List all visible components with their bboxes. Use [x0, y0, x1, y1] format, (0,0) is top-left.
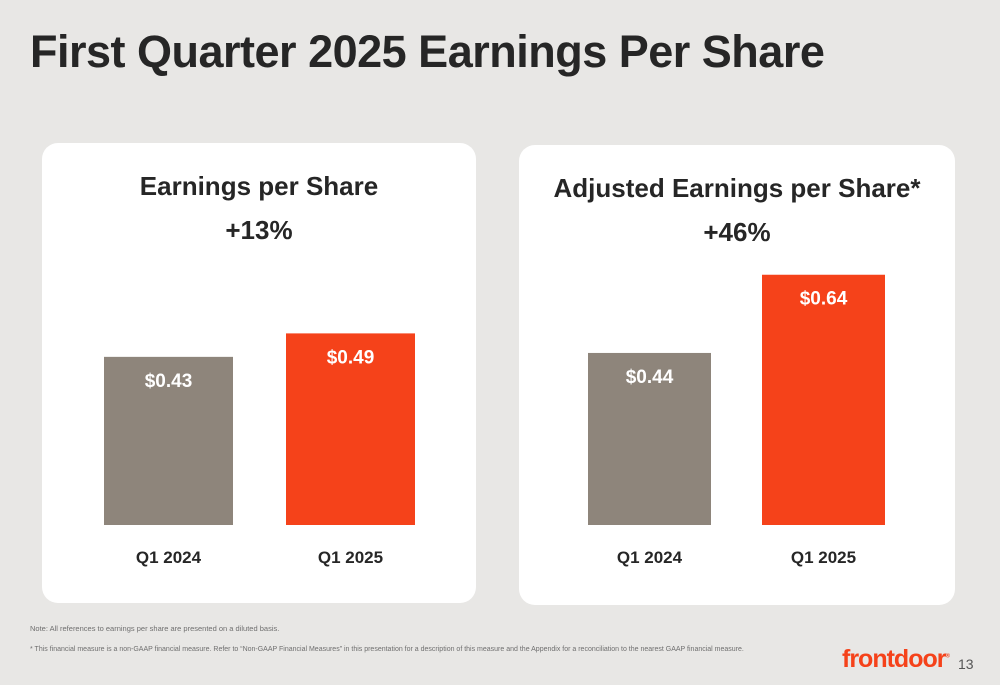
- bar-value-label: $0.64: [800, 289, 848, 310]
- frontdoor-logo: frontdoor®: [842, 645, 950, 673]
- chart-growth-label: +13%: [225, 215, 293, 245]
- bar-value-label: $0.49: [327, 347, 375, 368]
- bar-value-label: $0.43: [145, 371, 193, 392]
- adjusted-eps-bar-chart: $0.44 Q1 2024 $0.64 Q1 2025: [588, 274, 885, 567]
- non-gaap-footnote: * This financial measure is a non-GAAP f…: [30, 646, 744, 653]
- bar-q1-2025: [762, 274, 885, 525]
- category-label: Q1 2024: [136, 548, 202, 567]
- eps-chart-panel: Earnings per Share +13% $0.43 Q1 2024 $0.4…: [42, 143, 476, 603]
- category-label: Q1 2025: [318, 548, 383, 567]
- page-title: First Quarter 2025 Earnings Per Share: [30, 26, 825, 77]
- bar-value-label: $0.44: [626, 367, 674, 388]
- eps-bar-chart: $0.43 Q1 2024 $0.49 Q1 2025: [104, 333, 415, 567]
- page-number: 13: [958, 656, 974, 672]
- category-label: Q1 2024: [617, 548, 683, 567]
- logo-text: frontdoor: [842, 645, 946, 673]
- chart-title: Earnings per Share: [139, 171, 379, 201]
- bar-q1-2024: [588, 352, 711, 525]
- diluted-basis-note: Note: All references to earnings per sha…: [30, 624, 280, 633]
- chart-growth-label: +46%: [703, 217, 771, 247]
- chart-title: Adjusted Earnings per Share*: [553, 173, 921, 203]
- adjusted-eps-chart-panel: Adjusted Earnings per Share* +46% $0.44 Q…: [519, 145, 955, 605]
- category-label: Q1 2025: [791, 548, 856, 567]
- bar-q1-2024: [104, 356, 233, 525]
- bar-q1-2025: [286, 333, 415, 525]
